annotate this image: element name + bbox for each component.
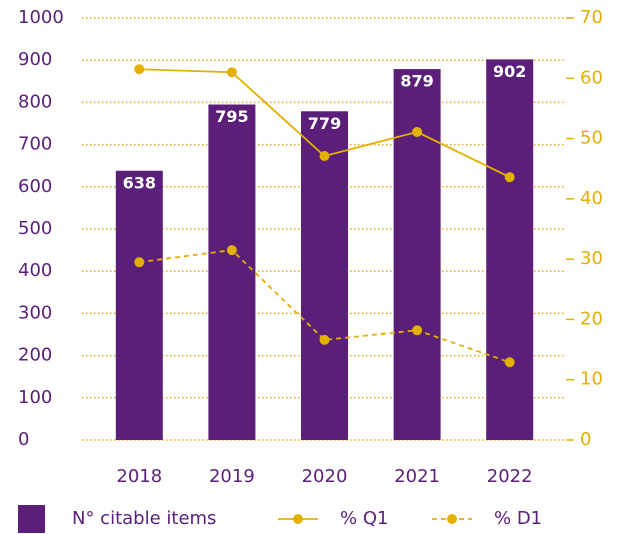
y-tick-label: 400 <box>18 260 52 281</box>
bar <box>208 104 256 440</box>
y-tick-label: 600 <box>18 176 52 197</box>
bar-label: 779 <box>308 114 341 133</box>
x-tick-label: 2018 <box>116 466 162 487</box>
bar <box>393 69 441 440</box>
y2-tick-label: 60 <box>580 67 603 88</box>
point <box>134 257 145 268</box>
point <box>504 172 515 183</box>
y-tick-label: 200 <box>18 345 52 366</box>
bar <box>486 59 534 441</box>
point <box>134 64 145 75</box>
point <box>319 334 330 345</box>
y2-tick-label: 70 <box>580 7 603 28</box>
bar-label: 902 <box>493 62 526 81</box>
bar <box>115 170 163 440</box>
y-tick-label: 700 <box>18 134 52 155</box>
point <box>504 357 515 368</box>
legend-label: % Q1 <box>340 508 388 529</box>
x-tick-label: 2019 <box>209 466 255 487</box>
y-tick-label: 100 <box>18 387 52 408</box>
y-tick-label: 0 <box>18 429 29 450</box>
y2-tick-label: 20 <box>580 308 603 329</box>
point <box>412 325 423 336</box>
bar-label: 879 <box>400 72 433 91</box>
y2-tick-label: 0 <box>580 429 591 450</box>
x-tick-label: 2021 <box>394 466 440 487</box>
point <box>412 126 423 137</box>
y2-tick-label: 50 <box>580 128 603 149</box>
x-tick-label: 2020 <box>302 466 348 487</box>
y-tick-label: 900 <box>18 49 52 70</box>
legend-label: % D1 <box>494 508 542 529</box>
bar-label: 795 <box>215 107 248 126</box>
point <box>226 245 237 256</box>
y2-tick-label: 40 <box>580 188 603 209</box>
bar-label: 638 <box>123 173 156 192</box>
y2-tick-label: 10 <box>580 369 603 390</box>
y-tick-label: 300 <box>18 302 52 323</box>
x-tick-label: 2022 <box>487 466 533 487</box>
y-tick-label: 1000 <box>18 7 64 28</box>
point <box>226 67 237 78</box>
y-tick-label: 800 <box>18 91 52 112</box>
legend-marker <box>293 514 303 524</box>
bar <box>301 111 348 441</box>
legend-marker <box>447 514 457 524</box>
legend-swatch <box>18 505 45 533</box>
point <box>319 151 330 162</box>
y-tick-label: 500 <box>18 218 52 239</box>
y2-tick-label: 30 <box>580 248 603 269</box>
legend-label: N° citable items <box>72 508 216 529</box>
